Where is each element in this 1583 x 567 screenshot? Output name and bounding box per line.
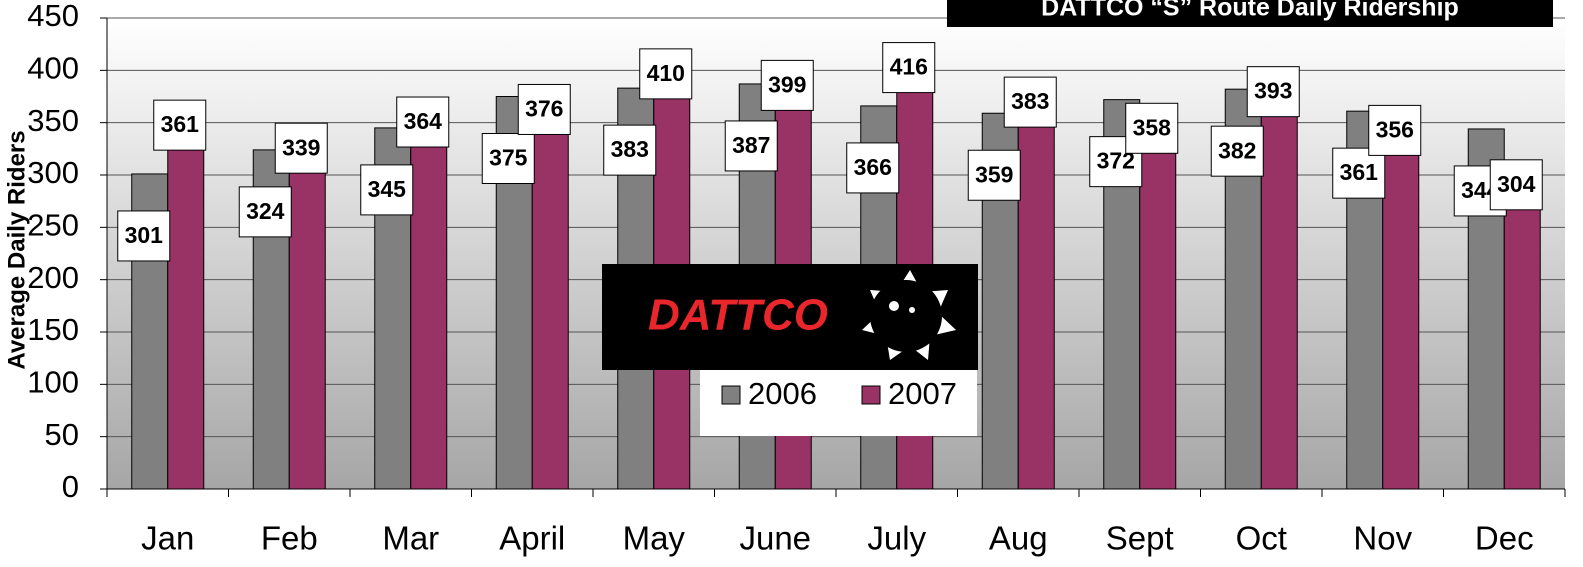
- bar: [1017, 87, 1055, 490]
- data-label-box: [1003, 76, 1057, 128]
- legend-swatch: [861, 385, 881, 405]
- data-label-box: [846, 142, 900, 194]
- data-label-box: [1489, 159, 1543, 211]
- x-tick-label: July: [867, 520, 926, 557]
- data-label-box: [360, 164, 414, 216]
- data-label-box: [1210, 125, 1264, 177]
- data-label: 383: [611, 136, 649, 162]
- data-label-box: [517, 83, 571, 135]
- data-label: 410: [647, 60, 685, 86]
- data-label: 339: [282, 134, 320, 160]
- y-tick-label: 150: [27, 312, 79, 347]
- data-label: 383: [1011, 88, 1049, 114]
- x-tick-label: Nov: [1353, 520, 1412, 557]
- logo-emblem: [862, 270, 956, 360]
- data-label-box: [117, 210, 171, 262]
- data-label-box: [396, 96, 450, 148]
- x-tick-label: Mar: [382, 520, 439, 557]
- bar: [288, 133, 326, 490]
- data-label-box: [238, 186, 292, 238]
- bar: [167, 110, 205, 490]
- chart-title: DATTCO “S” Route Daily Ridership: [1041, 0, 1459, 22]
- x-tick-label: May: [623, 520, 686, 557]
- data-label: 358: [1133, 114, 1172, 140]
- data-label-box: [760, 59, 814, 111]
- y-tick-label: 0: [62, 469, 79, 504]
- data-label-box: [481, 133, 535, 184]
- y-tick-label: 450: [27, 0, 79, 33]
- data-label: 324: [246, 198, 285, 224]
- data-label-box: [1125, 102, 1179, 154]
- legend-swatch: [721, 385, 741, 405]
- data-label-box: [1368, 104, 1422, 156]
- y-tick-label: 350: [27, 103, 79, 138]
- legend: [700, 370, 977, 436]
- data-label: 416: [890, 54, 928, 80]
- y-tick-label: 50: [45, 417, 79, 452]
- bar: [1503, 170, 1541, 490]
- x-tick-label: April: [499, 520, 565, 557]
- y-tick-label: 200: [27, 260, 79, 295]
- y-axis-label: Average Daily Riders: [3, 130, 30, 369]
- data-label-box: [153, 99, 207, 151]
- data-label: 345: [368, 176, 407, 202]
- x-tick-label: Aug: [989, 520, 1048, 557]
- x-tick-label: Sept: [1106, 520, 1174, 557]
- legend-label: 2007: [888, 376, 957, 411]
- data-label: 359: [975, 161, 1013, 187]
- data-label: 361: [161, 111, 200, 137]
- y-tick-label: 100: [27, 365, 79, 400]
- bar: [1382, 115, 1420, 490]
- logo-text: DATTCO: [648, 291, 828, 340]
- data-label: 366: [854, 154, 892, 180]
- bar: [531, 94, 569, 490]
- data-label-box: [603, 124, 657, 176]
- data-label: 376: [525, 96, 563, 122]
- data-label-box: [1332, 147, 1386, 199]
- y-tick-label: 250: [27, 208, 79, 243]
- bar: [1139, 113, 1177, 490]
- x-tick-label: Feb: [261, 520, 318, 557]
- data-label: 393: [1254, 78, 1292, 104]
- data-label-box: [1246, 66, 1300, 118]
- x-tick-label: Oct: [1236, 520, 1287, 557]
- y-tick-label: 300: [27, 155, 79, 190]
- title-box: [947, 0, 1553, 27]
- legend-label: 2006: [748, 376, 817, 411]
- x-tick-label: Dec: [1475, 520, 1534, 557]
- data-label-box: [274, 122, 328, 174]
- data-label: 382: [1218, 137, 1256, 163]
- data-label-box: [724, 120, 778, 172]
- bar: [1260, 77, 1298, 490]
- data-label: 399: [768, 71, 806, 97]
- data-label-box: [639, 48, 693, 100]
- data-label: 356: [1376, 116, 1414, 142]
- data-label: 304: [1497, 171, 1536, 197]
- data-label: 361: [1340, 159, 1379, 185]
- x-tick-label: Jan: [141, 520, 194, 557]
- data-label: 387: [732, 132, 770, 158]
- data-label: 375: [489, 145, 528, 171]
- data-label-box: [967, 149, 1021, 201]
- bar: [410, 107, 448, 490]
- data-label: 301: [125, 222, 164, 248]
- y-tick-label: 400: [27, 51, 79, 86]
- data-label: 364: [404, 108, 443, 134]
- data-label-box: [882, 42, 936, 94]
- x-tick-label: June: [739, 520, 811, 557]
